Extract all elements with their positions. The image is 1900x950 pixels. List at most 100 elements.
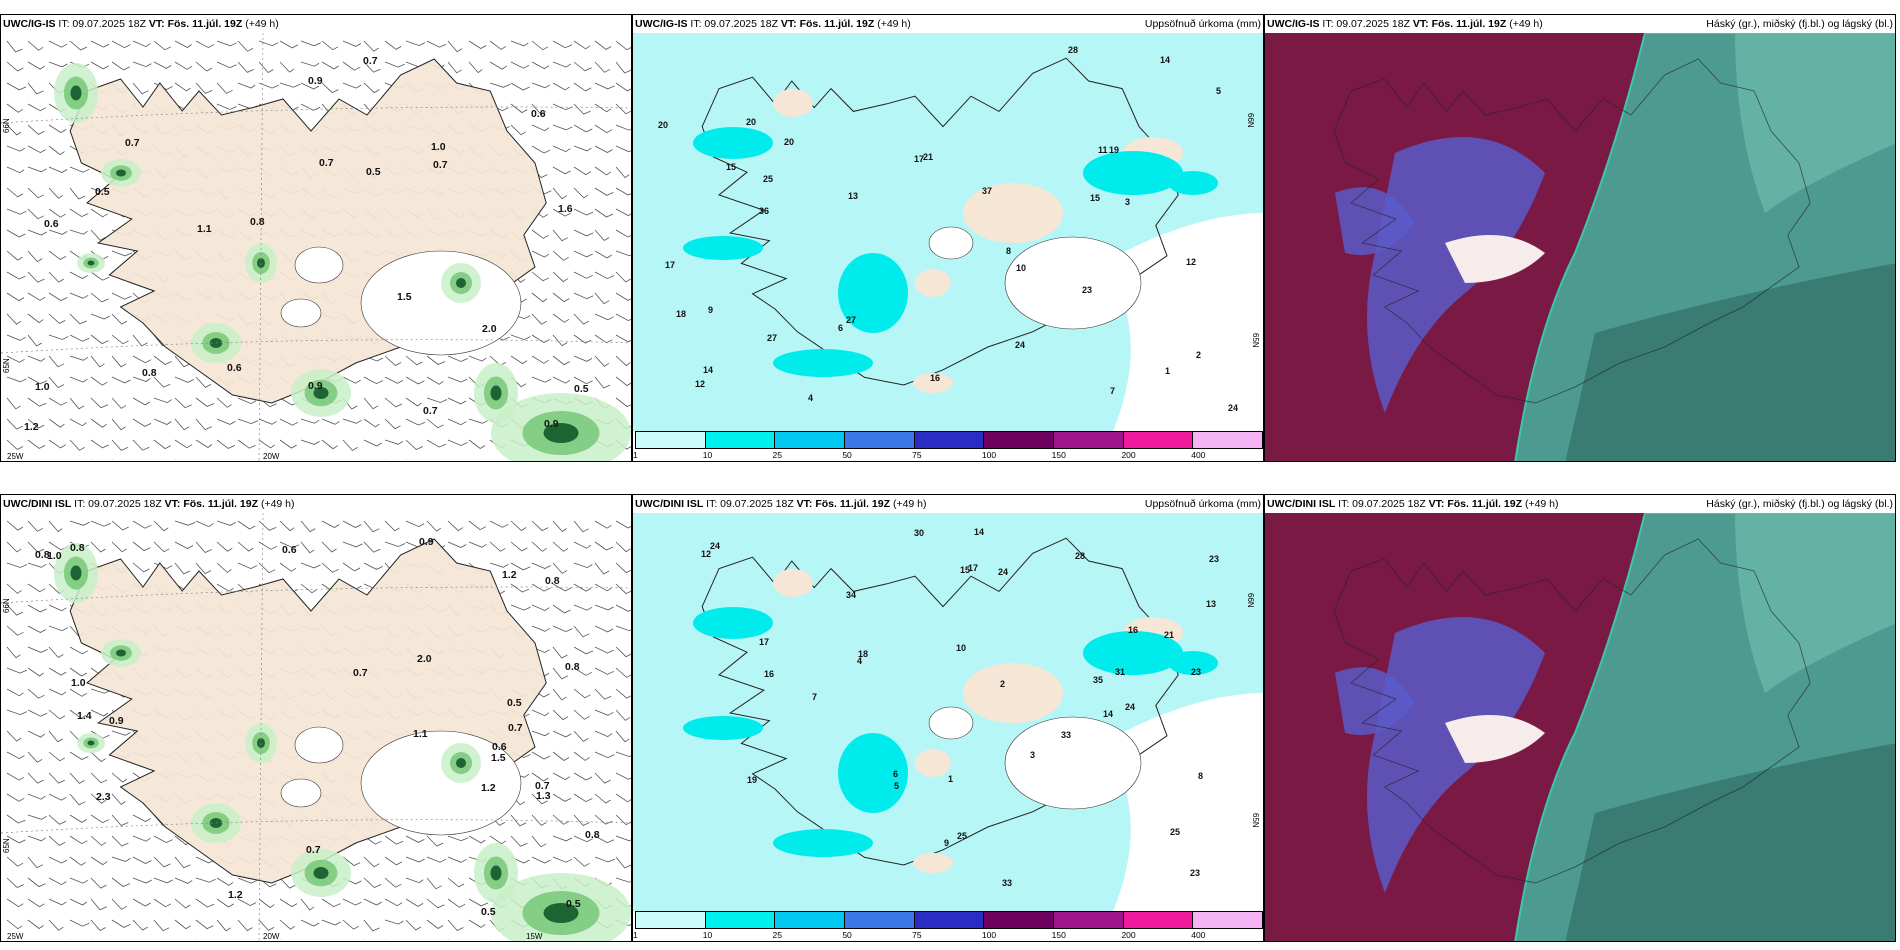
wind-barb <box>552 355 570 366</box>
wind-barb <box>216 877 234 886</box>
latitude-line <box>1 106 631 124</box>
wind-barb <box>90 397 109 409</box>
precip-value-label: 1 <box>948 774 953 784</box>
low-cloud-thin-area <box>1735 33 1895 213</box>
wind-barb <box>363 82 380 94</box>
precip-value-label: 0.7 <box>319 157 334 169</box>
wind-barb <box>111 418 126 431</box>
wind-barb <box>217 940 218 941</box>
wind-barb <box>90 334 109 345</box>
precip-value-label: 24 <box>1125 702 1135 712</box>
wind-barb <box>28 940 29 941</box>
precip-value-label: 5 <box>1216 86 1221 96</box>
wind-barb <box>132 418 152 427</box>
wind-barb <box>216 61 237 69</box>
wind-barb <box>279 562 297 572</box>
wind-barb <box>552 583 572 592</box>
wind-barb <box>69 439 85 451</box>
wind-barb <box>69 355 89 361</box>
wind-barb <box>531 250 550 258</box>
wind-barb <box>6 541 22 553</box>
precip-value-label: 0.5 <box>95 186 110 198</box>
precip-area-heavy <box>490 865 502 881</box>
wind-barb <box>132 541 151 552</box>
precip-value-label: 1 <box>1165 366 1170 376</box>
valid-time: Fös. 11.júl. 19Z <box>180 498 259 510</box>
wind-barb <box>48 61 68 68</box>
wind-barb <box>27 166 47 173</box>
wind-barb <box>69 271 88 279</box>
wind-barb <box>153 877 173 884</box>
precip-value-label: 35 <box>1093 675 1103 685</box>
wind-barb <box>616 940 617 941</box>
wind-barb <box>27 793 46 800</box>
lead-time: (+49 h) <box>1522 498 1559 510</box>
precip-value-label: 17 <box>665 260 675 270</box>
legend-tick-label: 150 <box>1051 930 1066 940</box>
wind-barb <box>48 397 68 406</box>
panel-subtitle: Uppsöfnuð úrkoma (mm) <box>1144 18 1261 30</box>
wind-barb <box>468 835 486 844</box>
wind-barb <box>6 793 25 802</box>
wind-barb <box>111 355 127 368</box>
heavy-precip-area <box>838 253 908 333</box>
latitude-line <box>1 339 631 354</box>
wind-barb <box>384 40 402 50</box>
wind-barb <box>27 541 45 553</box>
precip-legend: 1 10 25 50 75 100 150 200 400 <box>633 431 1263 461</box>
init-time: IT: 09.07.2025 18Z <box>1319 18 1413 30</box>
wind-barb <box>342 40 362 47</box>
wind-barb <box>531 751 551 760</box>
wind-barb <box>615 814 631 826</box>
wind-barb <box>132 40 151 48</box>
wind-barb <box>111 40 131 49</box>
wind-barb <box>6 355 25 363</box>
wind-barb <box>615 334 631 343</box>
precip-area-heavy <box>116 649 126 657</box>
wind-barb <box>615 730 630 743</box>
wind-barb <box>384 898 403 907</box>
wind-barb <box>174 61 193 70</box>
wind-barb <box>27 61 46 70</box>
legend-colorbar <box>635 431 1263 449</box>
precip-area-heavy <box>456 278 466 288</box>
wind-barb <box>573 751 590 761</box>
init-time: IT: 09.07.2025 18Z <box>703 498 797 510</box>
wind-barb <box>216 103 237 110</box>
wind-barb <box>7 940 9 941</box>
wind-barb <box>27 604 47 613</box>
wind-barb <box>6 187 24 198</box>
precip-value-label: 28 <box>1075 551 1085 561</box>
legend-color-step <box>705 912 776 928</box>
wind-barb <box>27 583 46 593</box>
wind-barb <box>132 397 151 406</box>
wind-barb <box>300 520 316 533</box>
wind-barb <box>552 145 571 153</box>
model-name: UWC/DINI ISL <box>1267 498 1336 510</box>
wind-barb <box>511 940 512 941</box>
precip-value-label: 20 <box>784 137 794 147</box>
low-cloud-dense-area <box>1565 743 1895 941</box>
precip-area-heavy <box>313 867 329 879</box>
legend-ticks: 1 10 25 50 75 100 150 200 400 <box>633 449 1263 461</box>
wind-barb <box>279 439 297 449</box>
wind-barb <box>91 940 92 941</box>
legend-color-step <box>705 432 776 448</box>
wind-barb <box>615 313 631 322</box>
legend-tick-label: 50 <box>842 450 852 460</box>
wind-barb <box>531 835 547 848</box>
wind-barb <box>153 898 172 908</box>
dry-land-area <box>915 749 951 777</box>
precip-value-label: 24 <box>710 541 720 551</box>
wind-barb <box>195 919 214 930</box>
wind-barb <box>216 562 232 573</box>
heavy-precip-area <box>1168 171 1218 195</box>
precip-value-label: 0.5 <box>566 898 581 910</box>
dry-sea-area <box>1103 213 1263 431</box>
wind-barb <box>216 397 232 408</box>
wind-barb <box>595 940 596 941</box>
wind-barb <box>364 460 365 461</box>
wind-barb <box>406 940 407 941</box>
wind-barb <box>552 61 571 68</box>
wind-barb <box>489 541 506 552</box>
